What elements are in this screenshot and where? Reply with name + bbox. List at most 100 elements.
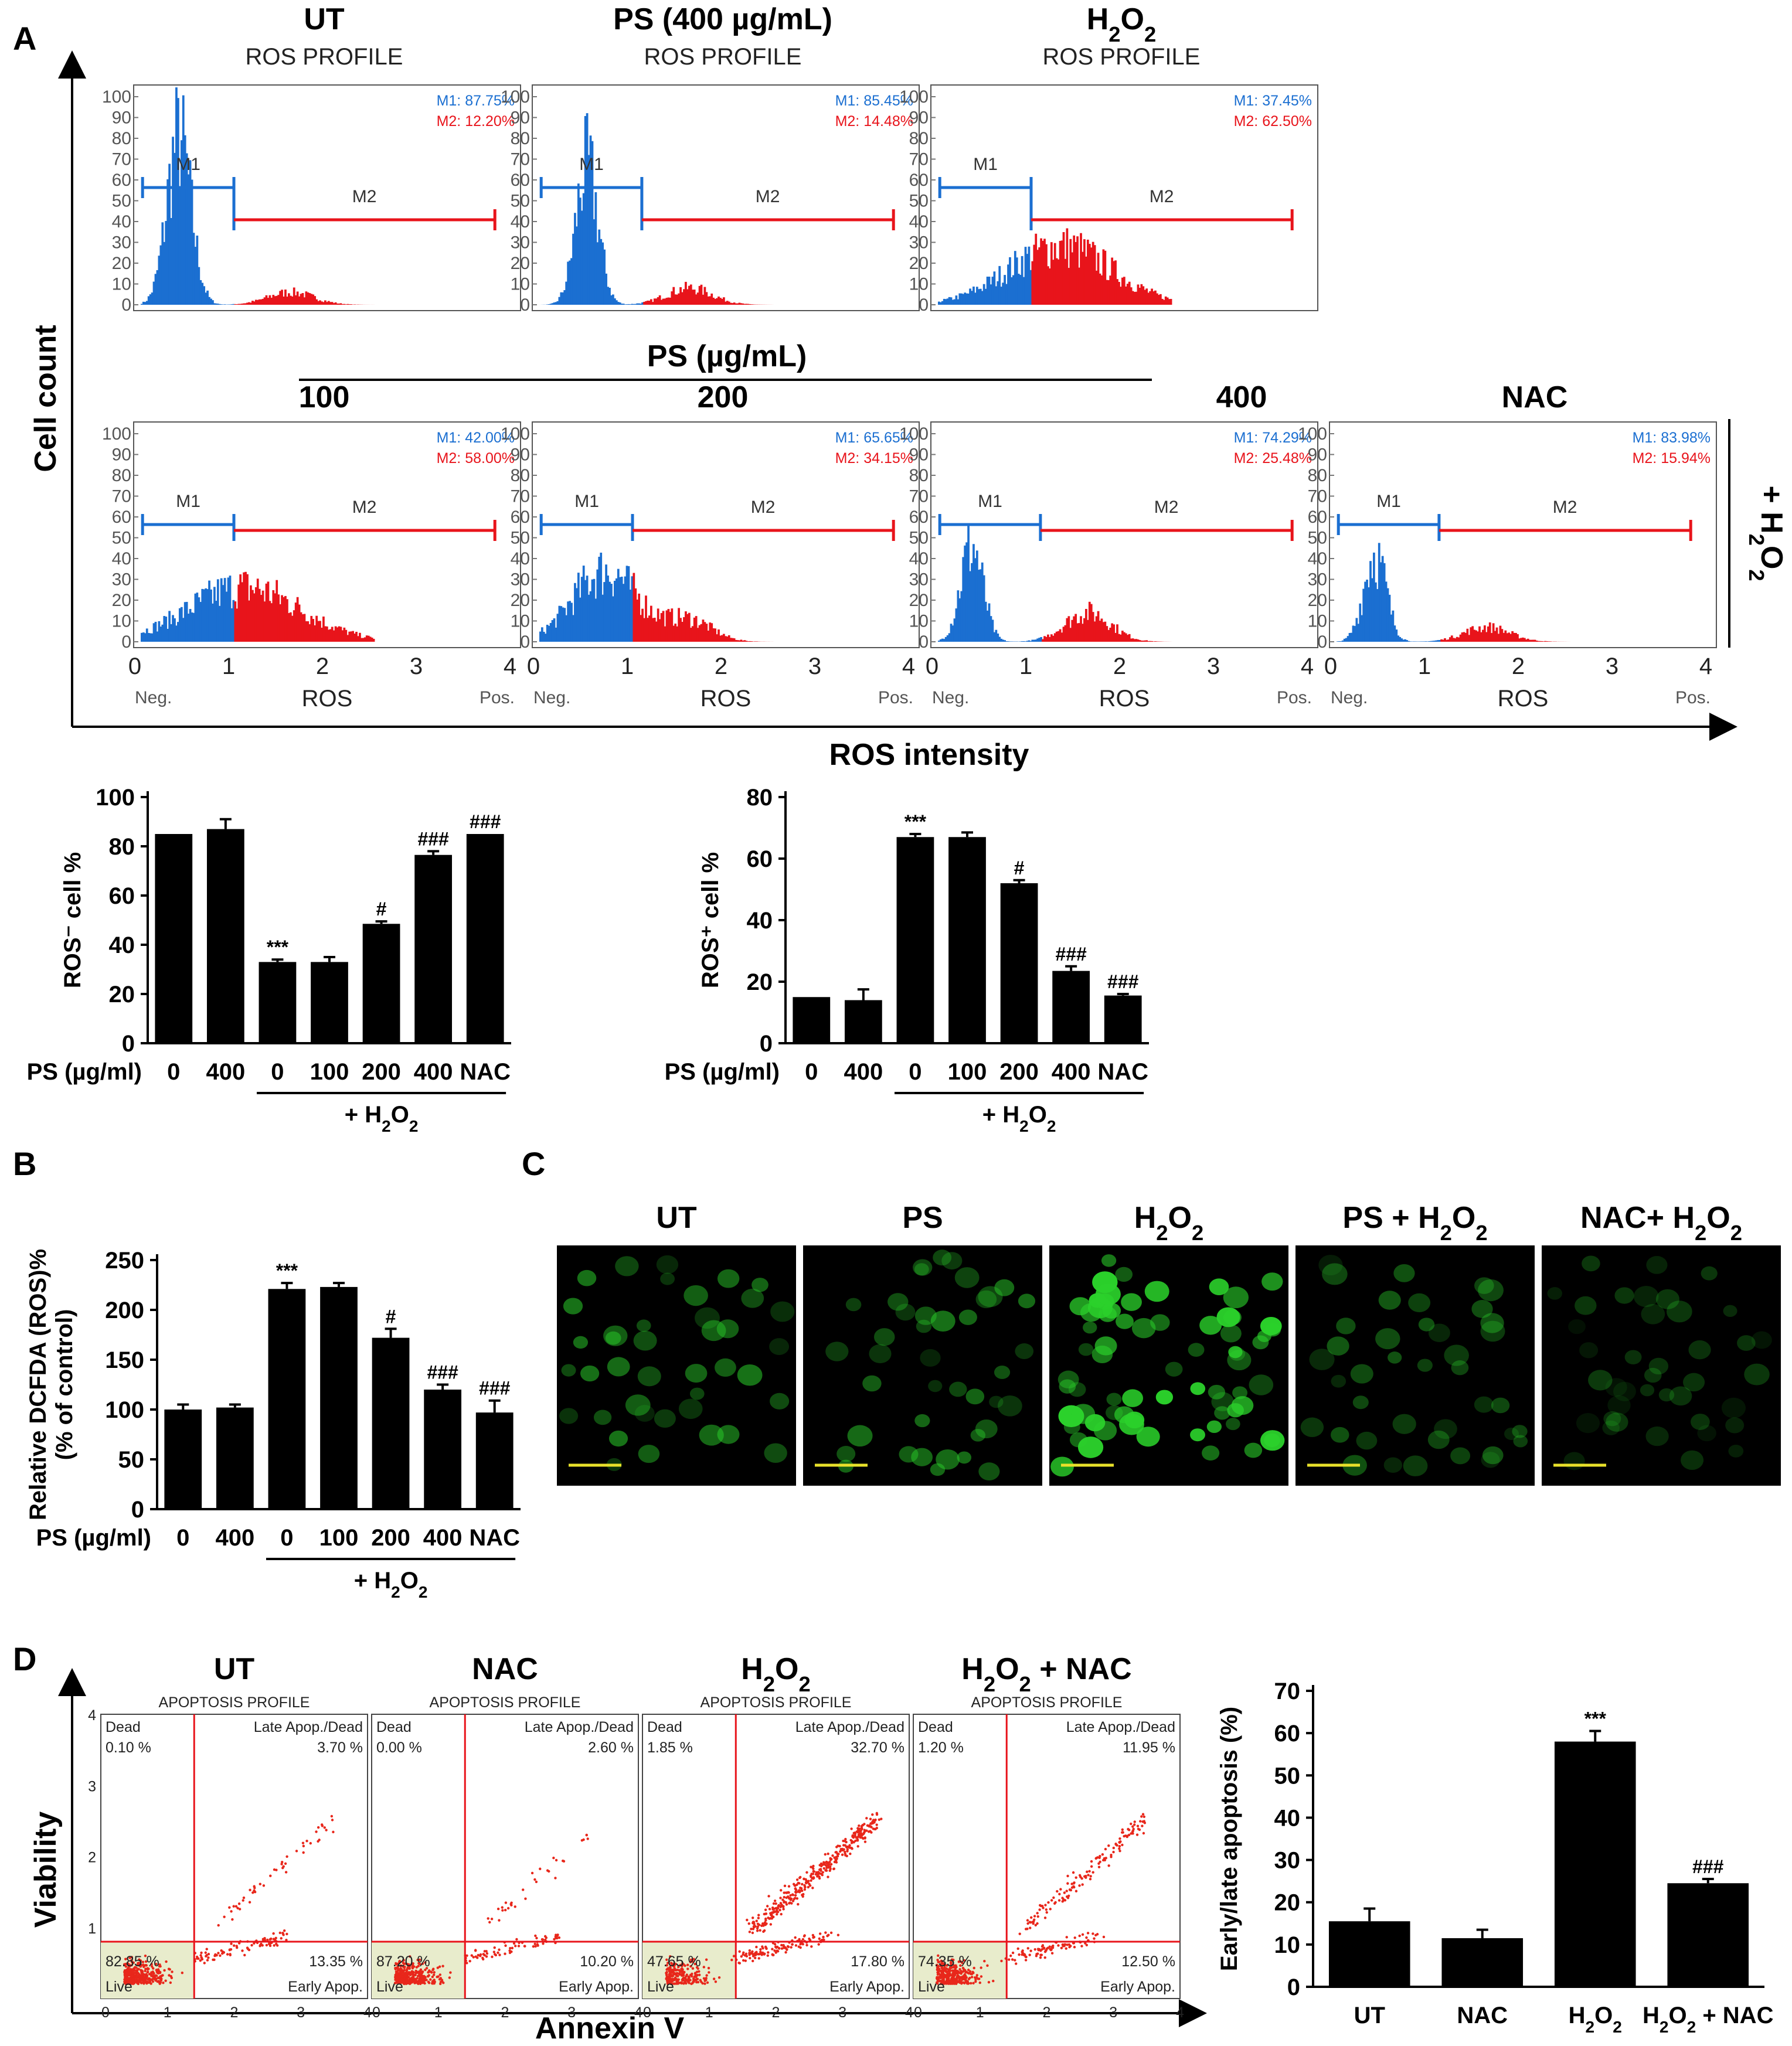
event-dot <box>243 1953 246 1957</box>
event-dot <box>672 1969 675 1972</box>
event-dot <box>941 1979 944 1982</box>
quadrant-late-label: Late Apop./Dead <box>525 1719 634 1735</box>
histogram-bin <box>254 299 257 305</box>
event-dot <box>689 1958 693 1962</box>
fluorescent-cell <box>741 1288 764 1308</box>
event-dot <box>939 1976 943 1980</box>
histogram-bin <box>206 589 209 642</box>
fluorescent-cell <box>770 1393 790 1410</box>
histogram-bin <box>1374 582 1377 642</box>
histogram-bin <box>683 289 685 305</box>
y-tick-label: 20 <box>511 591 530 610</box>
event-dot <box>688 1978 691 1981</box>
histogram-bin <box>1402 639 1405 642</box>
histogram-bin <box>300 612 302 642</box>
m2-percentage: M2: 58.00% <box>437 450 515 467</box>
histogram-bin <box>1357 624 1360 642</box>
histogram-bin <box>1513 632 1515 642</box>
event-dot <box>677 1965 680 1969</box>
histogram-bin <box>254 587 257 642</box>
histogram-bin <box>1135 291 1138 305</box>
micrograph-frame <box>1295 1245 1535 1486</box>
significance-marker: # <box>1014 857 1025 879</box>
event-dot <box>159 1981 162 1984</box>
event-dot <box>1066 1897 1070 1899</box>
histogram-bin <box>367 635 370 642</box>
x-tick-label: 0 <box>643 2004 651 2021</box>
event-dot <box>229 1953 232 1957</box>
event-dot <box>490 1918 494 1921</box>
event-dot <box>1050 1899 1053 1902</box>
histogram-bin <box>220 304 223 305</box>
fluorescent-cell <box>1249 1374 1274 1395</box>
histogram-bin <box>265 583 268 642</box>
histogram-bin <box>1116 624 1118 642</box>
histogram-bin <box>1074 241 1077 305</box>
histogram-bin <box>182 618 185 642</box>
histogram-bin <box>1549 641 1552 642</box>
histogram-bin <box>1521 637 1524 642</box>
histogram-bin <box>346 635 349 642</box>
event-dot <box>937 1965 940 1968</box>
histogram-bin <box>698 285 701 305</box>
histogram-bin <box>172 615 174 642</box>
histogram-bin <box>283 297 285 305</box>
histogram-bin <box>343 627 346 642</box>
fluorescent-cell <box>678 1398 703 1419</box>
event-dot <box>772 1902 776 1905</box>
fluorescent-cell <box>965 1388 985 1405</box>
histogram-bin <box>174 618 176 642</box>
histogram-bin <box>615 578 618 642</box>
histogram-bin <box>618 302 621 305</box>
m2-percentage: M2: 15.94% <box>1633 450 1711 467</box>
histogram-bin <box>1354 626 1356 642</box>
event-dot <box>738 1962 742 1965</box>
histogram-bin <box>370 637 373 642</box>
fluorescent-cell <box>1331 1427 1349 1443</box>
event-dot <box>950 1965 953 1969</box>
event-dot <box>145 1973 148 1976</box>
histogram-bin <box>1071 252 1074 305</box>
histogram-bin <box>633 304 635 305</box>
histogram-bin <box>244 303 247 305</box>
histogram-bin <box>1454 638 1457 642</box>
histogram-bin <box>967 293 970 305</box>
histogram-bin <box>1515 632 1517 642</box>
event-dot <box>1015 1962 1018 1965</box>
histogram-bin <box>729 302 732 305</box>
event-dot <box>534 1934 537 1938</box>
event-dot <box>732 1955 736 1958</box>
histogram-bin <box>1042 639 1044 642</box>
histogram-bin <box>572 233 574 305</box>
histogram-bin <box>951 299 954 305</box>
histogram-bin <box>232 304 235 305</box>
y-tick-label: 20 <box>112 591 131 610</box>
event-dot <box>206 1959 209 1962</box>
histogram-bin <box>1113 624 1115 642</box>
event-dot <box>978 1981 981 1984</box>
x-tick-label: 4 <box>902 653 915 679</box>
event-dot <box>431 1982 434 1985</box>
category-label: 400 <box>423 1525 463 1551</box>
fluorescent-cell <box>737 1364 763 1386</box>
event-dot <box>953 1964 956 1967</box>
histogram-bin <box>594 598 597 642</box>
event-dot <box>767 1895 770 1898</box>
event-dot <box>829 1931 833 1934</box>
x-tick-label: 1 <box>976 2004 984 2021</box>
histogram-bin <box>754 641 756 642</box>
histogram-bin <box>1131 638 1134 642</box>
event-dot <box>1086 1870 1089 1873</box>
histogram-bin <box>227 304 230 305</box>
histogram-bin <box>548 304 550 305</box>
y-tick-label: 30 <box>112 233 131 253</box>
event-dot <box>798 1938 801 1941</box>
event-dot <box>427 1980 430 1983</box>
event-dot <box>465 1954 468 1957</box>
fluorescent-cell <box>1232 1386 1248 1400</box>
histogram-bin <box>653 298 656 305</box>
event-dot <box>416 1959 419 1962</box>
